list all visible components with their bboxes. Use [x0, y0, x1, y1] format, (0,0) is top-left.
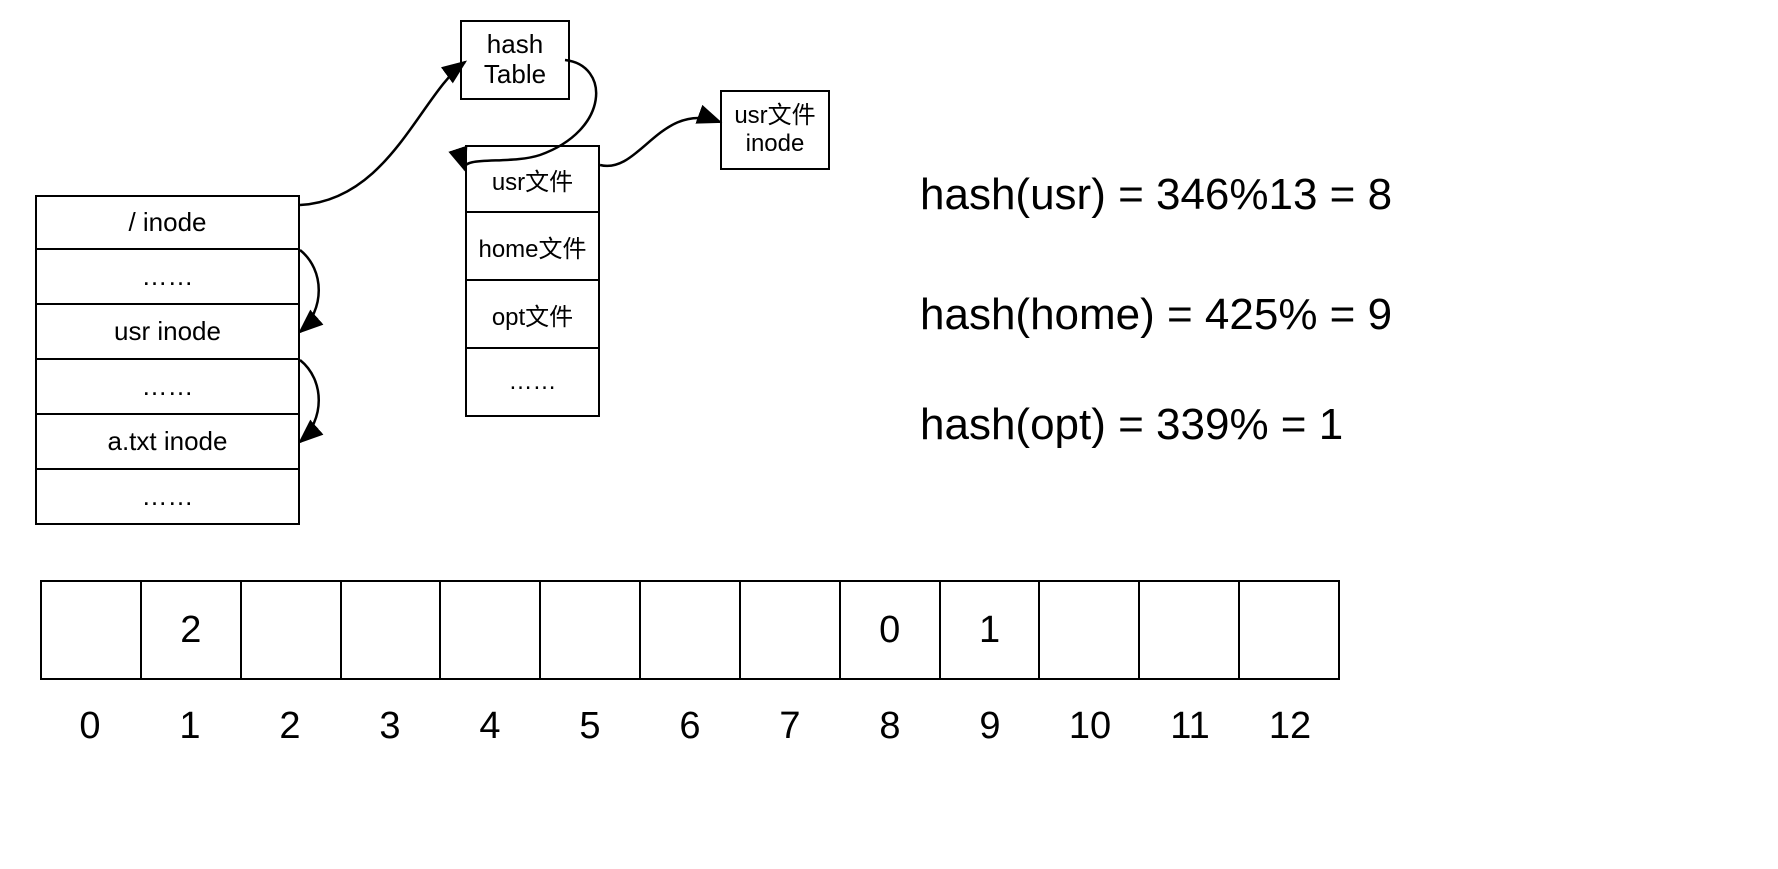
usr-inode-box: usr文件 inode [720, 90, 830, 170]
hash-array-cell [441, 582, 541, 678]
hash-array-index: 9 [940, 705, 1040, 748]
inode-row: / inode [35, 195, 300, 250]
arrow [300, 250, 319, 332]
hash-array-cell [641, 582, 741, 678]
hash-array: 2 0 1 [40, 580, 1340, 680]
file-row-label: opt文件 [492, 297, 573, 332]
hash-equation: hash(home) = 425% = 9 [920, 290, 1392, 340]
hash-table-label-1: hash [487, 29, 543, 59]
inode-row-label: …… [142, 261, 194, 292]
hash-array-index: 6 [640, 705, 740, 748]
hash-array-index-label: 1 [179, 705, 200, 748]
file-row-label: home文件 [478, 229, 586, 264]
hash-array-cell [541, 582, 641, 678]
hash-array-cell-value: 0 [879, 609, 900, 652]
hash-equation: hash(opt) = 339% = 1 [920, 400, 1343, 450]
arrow [300, 360, 319, 442]
hash-array-cell-value: 1 [979, 609, 1000, 652]
inode-row-label: / inode [128, 207, 206, 238]
file-row: …… [465, 349, 600, 417]
hash-array-index: 1 [140, 705, 240, 748]
hash-array-index-label: 11 [1170, 705, 1209, 748]
hash-array-index: 7 [740, 705, 840, 748]
hash-array-index-label: 6 [679, 705, 700, 748]
inode-row: …… [35, 250, 300, 305]
arrow [600, 118, 720, 166]
hash-array-cell [1140, 582, 1240, 678]
inode-row-label: …… [142, 371, 194, 402]
inode-row: usr inode [35, 305, 300, 360]
hash-equation-text: hash(home) = 425% = 9 [920, 290, 1392, 339]
file-row-label: usr文件 [492, 162, 573, 197]
hash-array-index-label: 8 [879, 705, 900, 748]
usr-inode-label-1: usr文件 [734, 102, 815, 129]
hash-equation-text: hash(usr) = 346%13 = 8 [920, 170, 1392, 219]
hash-array-index: 0 [40, 705, 140, 748]
hash-array-index: 5 [540, 705, 640, 748]
hash-array-index-label: 3 [379, 705, 400, 748]
hash-array-cell [242, 582, 342, 678]
hash-array-index: 2 [240, 705, 340, 748]
inode-row: …… [35, 470, 300, 525]
hash-equation: hash(usr) = 346%13 = 8 [920, 170, 1392, 220]
hash-array-index-label: 0 [79, 705, 100, 748]
hash-array-cell [1040, 582, 1140, 678]
hash-array-cell-value: 2 [180, 609, 201, 652]
hash-array-cell: 1 [941, 582, 1041, 678]
hash-table-box: hash Table [460, 20, 570, 100]
hash-array-index: 8 [840, 705, 940, 748]
hash-equation-text: hash(opt) = 339% = 1 [920, 400, 1343, 449]
hash-array-index-label: 9 [979, 705, 1000, 748]
inode-row-label: a.txt inode [108, 426, 228, 457]
usr-inode-label-2: inode [746, 130, 805, 157]
inode-row-label: usr inode [114, 316, 221, 347]
file-row: usr文件 [465, 145, 600, 213]
inode-row: …… [35, 360, 300, 415]
hash-array-index-label: 10 [1069, 705, 1111, 748]
hash-array-index-label: 12 [1269, 705, 1311, 748]
hash-array-cell: 2 [142, 582, 242, 678]
hash-array-cell [741, 582, 841, 678]
hash-array-index: 12 [1240, 705, 1340, 748]
hash-array-index-label: 2 [279, 705, 300, 748]
hash-array-index: 11 [1140, 705, 1240, 748]
file-row: home文件 [465, 213, 600, 281]
file-row-label: …… [509, 368, 557, 396]
hash-array-index: 3 [340, 705, 440, 748]
hash-array-cell [342, 582, 442, 678]
hash-array-index: 4 [440, 705, 540, 748]
file-row: opt文件 [465, 281, 600, 349]
inode-row: a.txt inode [35, 415, 300, 470]
hash-array-index-label: 4 [479, 705, 500, 748]
hash-array-cell [42, 582, 142, 678]
hash-table-label-2: Table [484, 59, 546, 89]
hash-array-cell: 0 [841, 582, 941, 678]
hash-array-index-label: 5 [579, 705, 600, 748]
arrow [300, 62, 465, 205]
hash-array-cell [1240, 582, 1340, 678]
hash-array-index-label: 7 [779, 705, 800, 748]
hash-array-indices: 0123456789101112 [40, 705, 1340, 748]
hash-array-index: 10 [1040, 705, 1140, 748]
inode-row-label: …… [142, 481, 194, 512]
